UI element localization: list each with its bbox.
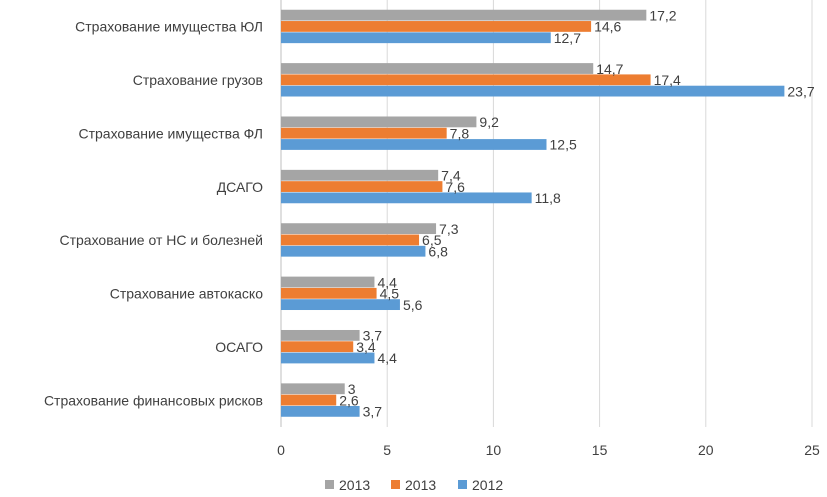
bar [281, 405, 360, 417]
bar [281, 287, 377, 299]
bar [281, 329, 360, 341]
bar [281, 223, 437, 235]
bar [281, 181, 443, 192]
bar [281, 139, 547, 150]
bar [281, 383, 345, 395]
legend-label: 2013 [405, 477, 436, 493]
x-tick-label: 25 [804, 442, 820, 458]
data-label: 3,7 [363, 404, 383, 420]
bar [281, 276, 375, 288]
data-label: 7,3 [439, 221, 459, 237]
data-label: 7,8 [450, 125, 470, 141]
bar [281, 21, 592, 32]
legend: 2013 2013 2012 [325, 477, 503, 493]
bar [281, 192, 532, 204]
bar [281, 299, 400, 311]
bars [281, 9, 785, 417]
data-label: 4,4 [377, 350, 397, 366]
data-label: 6,5 [422, 232, 442, 248]
data-label: 4,5 [380, 286, 400, 302]
x-tick-label: 15 [592, 442, 608, 458]
x-tick-labels: 0 5 10 15 20 25 [277, 442, 820, 458]
legend-label: 2013 [339, 477, 370, 493]
x-tick-label: 5 [383, 442, 391, 458]
data-label: 9,2 [479, 114, 499, 130]
data-label: 23,7 [787, 83, 814, 99]
legend-swatch [325, 480, 334, 489]
bar [281, 32, 551, 44]
data-label: 17,2 [649, 7, 676, 23]
category-label: Страхование имущества ЮЛ [75, 19, 263, 35]
data-label: 17,4 [654, 72, 681, 88]
data-label: 7,4 [441, 168, 461, 184]
category-label: Страхование имущества ФЛ [78, 125, 263, 141]
data-label: 2,6 [339, 392, 359, 408]
data-label: 7,6 [445, 179, 465, 195]
data-label: 12,5 [550, 137, 577, 153]
data-label: 5,6 [403, 297, 423, 313]
bar [281, 74, 651, 86]
data-label: 12,7 [554, 30, 581, 46]
data-label: 3 [348, 381, 356, 397]
bar [281, 116, 477, 128]
data-label: 3,7 [363, 328, 383, 344]
data-labels: 17,2 14,6 12,7 14,7 17,4 23,7 9,2 7,8 12,5 7,47,6… [339, 7, 815, 419]
category-label: ДСАГО [217, 179, 263, 195]
x-tick-label: 20 [698, 442, 714, 458]
bar [281, 9, 647, 21]
bar [281, 352, 375, 364]
legend-label: 2012 [472, 477, 503, 493]
bar [281, 63, 594, 74]
x-tick-label: 0 [277, 442, 285, 458]
data-label: 6,8 [428, 243, 448, 259]
category-label: Страхование от НС и болезней [59, 232, 263, 248]
bar [281, 85, 785, 97]
legend-swatch [458, 480, 467, 489]
x-tick-label: 10 [486, 442, 502, 458]
bar [281, 234, 420, 246]
data-label: 14,7 [596, 61, 623, 77]
data-label: 11,8 [535, 190, 561, 206]
data-label: 3,4 [356, 339, 376, 355]
bar [281, 245, 426, 257]
category-label: Страхование финансовых рисков [44, 392, 263, 408]
data-label: 14,6 [594, 19, 621, 35]
category-label: ОСАГО [215, 339, 263, 355]
category-label: Страхование грузов [133, 72, 263, 88]
category-label: Страхование автокаско [110, 286, 263, 302]
category-labels: Страхование имущества ЮЛ Страхование груз… [44, 19, 263, 409]
bar [281, 169, 439, 181]
bar [281, 394, 337, 406]
bar [281, 341, 354, 353]
bar [281, 127, 447, 139]
legend-swatch [391, 480, 400, 489]
data-label: 4,4 [377, 274, 397, 290]
